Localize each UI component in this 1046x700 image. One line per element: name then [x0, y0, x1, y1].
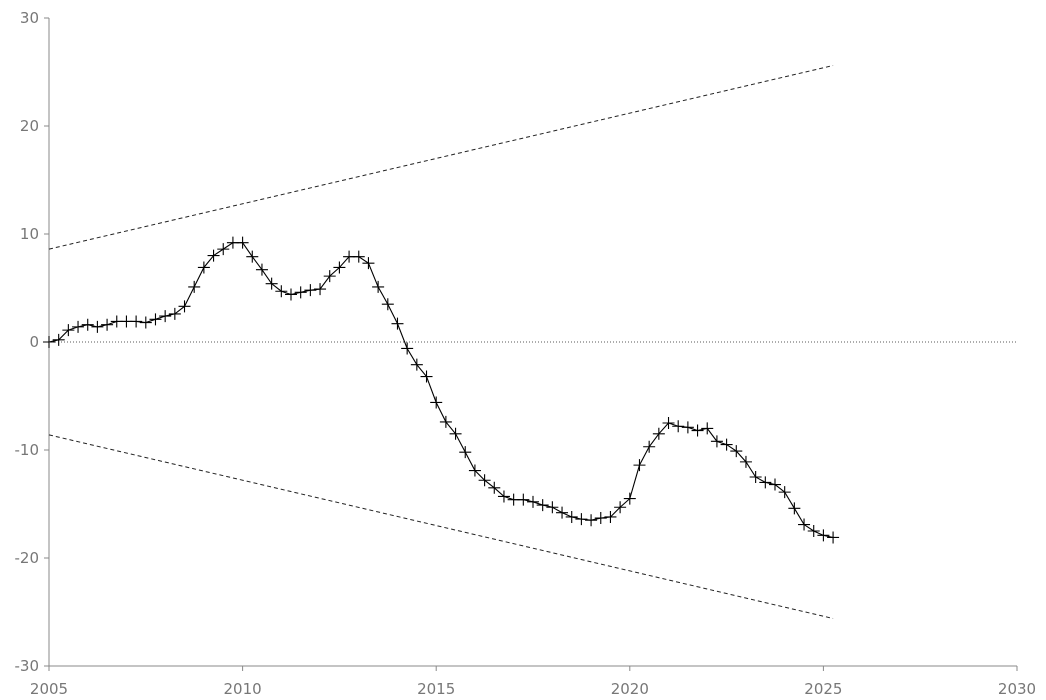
- data-point-marker: [401, 342, 414, 355]
- x-tick-label: 2020: [611, 680, 649, 698]
- data-point-marker: [662, 417, 675, 429]
- data-point-marker: [410, 358, 423, 371]
- x-tick-label: 2025: [804, 680, 842, 698]
- data-point-marker: [478, 474, 491, 487]
- data-point-marker: [546, 501, 559, 514]
- data-point-marker: [459, 446, 472, 459]
- data-point-marker: [798, 518, 811, 531]
- data-point-marker: [217, 243, 230, 256]
- data-point-marker: [333, 261, 346, 274]
- data-point-marker: [52, 333, 65, 346]
- data-point-marker: [149, 313, 162, 326]
- data-point-marker: [652, 427, 665, 440]
- data-point-marker: [362, 257, 375, 270]
- data-point-marker: [439, 415, 452, 428]
- x-tick-label: 2005: [30, 680, 68, 698]
- data-point-marker: [391, 317, 404, 330]
- data-point-marker: [101, 318, 114, 331]
- data-point-marker: [817, 529, 830, 542]
- data-point-marker: [246, 250, 259, 263]
- data-point-marker: [488, 481, 501, 494]
- y-tick-label: 30: [20, 9, 39, 27]
- data-point-marker: [304, 284, 317, 297]
- data-point-marker: [517, 493, 530, 506]
- data-point-marker: [372, 280, 385, 293]
- lower-bound-line: [48, 434, 834, 619]
- data-point-marker: [672, 420, 685, 433]
- data-point-marker: [536, 499, 549, 512]
- y-tick-label: 0: [29, 333, 39, 351]
- data-point-marker: [604, 510, 617, 523]
- data-point-marker: [643, 440, 656, 453]
- data-point-marker: [420, 370, 433, 383]
- data-series-line: [48, 242, 834, 539]
- data-point-marker: [207, 249, 220, 262]
- plot-series: [43, 65, 1017, 619]
- data-point-marker: [236, 236, 249, 249]
- data-point-marker: [91, 320, 104, 333]
- data-point-marker: [556, 506, 569, 519]
- data-point-marker: [62, 324, 75, 337]
- data-point-marker: [323, 270, 336, 283]
- data-point-marker: [575, 513, 588, 526]
- data-point-marker: [285, 288, 297, 301]
- data-point-marker: [730, 445, 743, 458]
- data-point-marker: [468, 464, 481, 477]
- data-point-marker: [81, 318, 94, 331]
- data-point-marker: [197, 261, 210, 274]
- data-point-marker: [130, 315, 143, 328]
- x-tick-label: 2030: [998, 680, 1036, 698]
- y-tick-label: -30: [15, 657, 40, 675]
- data-point-marker: [701, 422, 714, 435]
- data-point-marker: [381, 298, 394, 311]
- data-point-marker: [614, 501, 627, 514]
- data-point-marker: [449, 427, 462, 440]
- data-point-marker: [633, 459, 646, 472]
- data-point-marker: [749, 471, 762, 483]
- x-ticks: 2005 2010 2015 2020 2025 2030: [30, 666, 1036, 698]
- data-point-marker: [691, 424, 704, 437]
- y-tick-label: 10: [20, 225, 39, 243]
- data-point-marker: [623, 492, 636, 505]
- data-point-marker: [265, 277, 278, 290]
- data-point-marker: [720, 438, 733, 451]
- data-point-marker: [497, 490, 510, 503]
- data-point-marker: [769, 478, 781, 491]
- data-point-marker: [255, 263, 268, 276]
- y-ticks: -30 -20 -10 0 10 20 30: [15, 9, 49, 675]
- data-point-marker: [178, 300, 191, 313]
- data-point-marker: [314, 283, 327, 296]
- data-point-marker: [294, 286, 307, 299]
- data-point-marker: [565, 510, 578, 523]
- x-tick-label: 2010: [224, 680, 262, 698]
- data-point-marker: [759, 476, 772, 489]
- data-point-marker: [788, 502, 801, 515]
- data-point-marker: [430, 396, 443, 409]
- y-tick-label: 20: [20, 117, 39, 135]
- upper-bound-line: [48, 65, 834, 250]
- data-point-marker: [159, 310, 172, 323]
- data-point-marker: [275, 285, 288, 298]
- data-point-marker: [188, 280, 201, 293]
- y-tick-label: -10: [15, 441, 40, 459]
- data-point-marker: [594, 512, 607, 525]
- data-point-marker: [585, 514, 598, 527]
- data-point-marker: [739, 455, 752, 468]
- data-point-marker: [681, 421, 694, 434]
- x-tick-label: 2015: [417, 680, 455, 698]
- data-point-marker: [807, 525, 820, 537]
- data-point-marker: [778, 486, 791, 499]
- data-point-marker: [168, 307, 181, 320]
- data-point-marker: [352, 250, 365, 263]
- data-point-marker: [710, 435, 723, 448]
- data-point-marker: [72, 320, 85, 333]
- data-point-marker: [827, 531, 840, 544]
- data-point-marker: [527, 495, 539, 508]
- y-tick-label: -20: [15, 549, 40, 567]
- data-point-marker: [139, 316, 152, 329]
